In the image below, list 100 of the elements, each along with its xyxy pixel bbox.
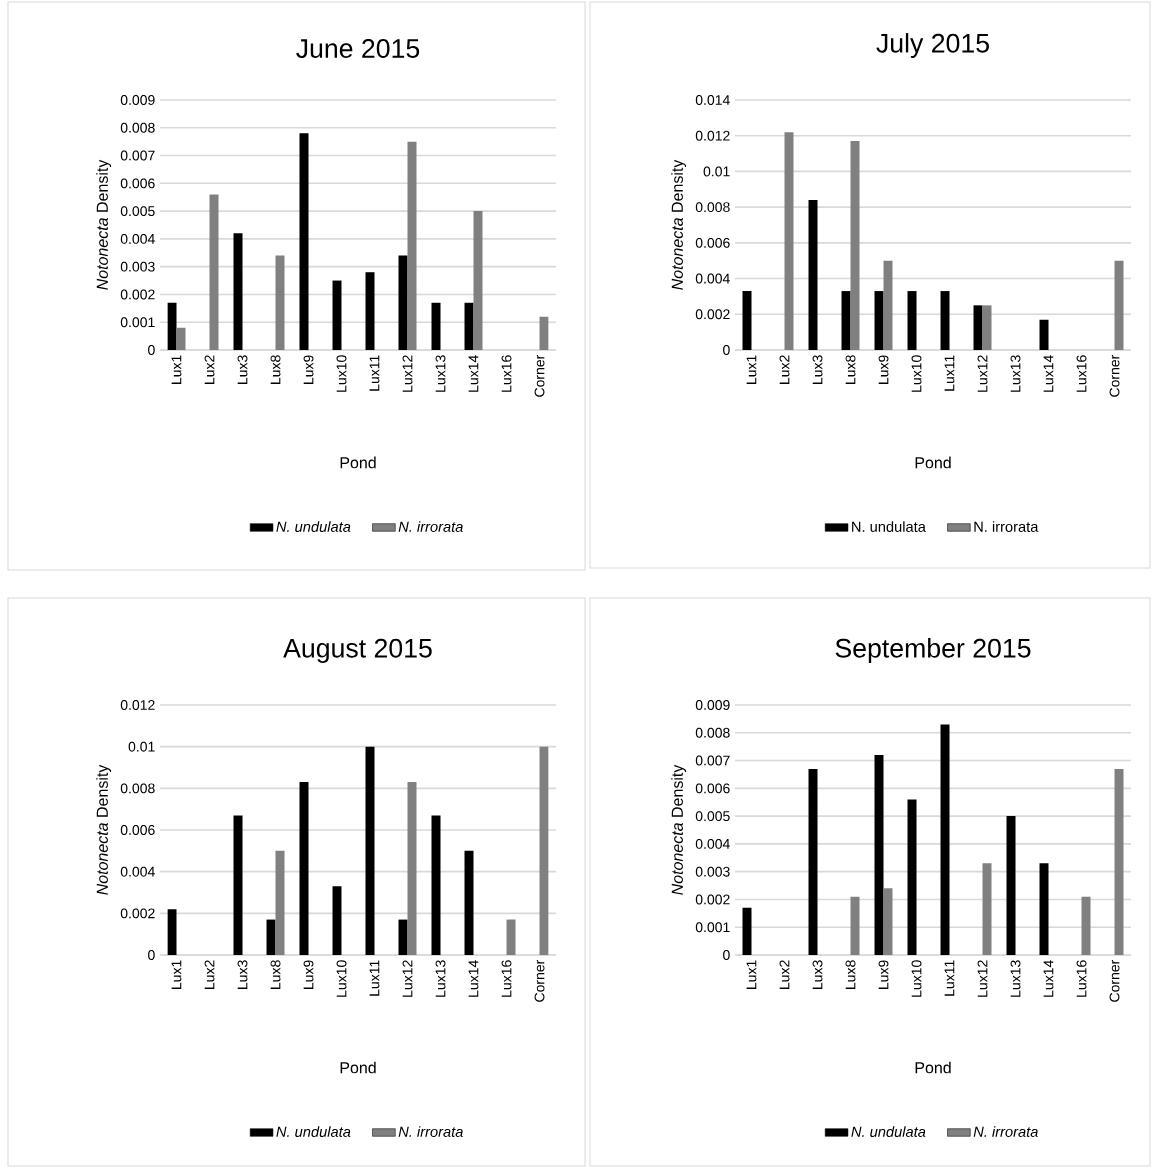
x-tick-label: Lux10 — [911, 960, 922, 997]
x-tick-label: Lux14 — [468, 960, 479, 997]
x-tick-label: Lux2 — [204, 960, 215, 989]
y-tick-label: 0.008 — [120, 122, 155, 133]
bar — [464, 850, 474, 955]
y-tick-label: 0 — [723, 950, 730, 960]
x-tick-label: Lux11 — [944, 960, 955, 996]
x-tick-label: Lux13 — [1010, 355, 1021, 392]
bar — [299, 782, 309, 955]
x-tick-label: Lux1 — [746, 355, 757, 384]
y-tick-label: 0.001 — [120, 317, 155, 328]
legend-label: N. undulata — [276, 521, 351, 532]
x-tick-label: Lux14 — [468, 355, 479, 392]
y-tick-label: 0.01 — [128, 741, 155, 752]
y-tick-label: 0.002 — [695, 894, 730, 905]
bar — [275, 850, 285, 955]
x-tick-label: Lux13 — [435, 960, 446, 997]
y-tick-label: 0.004 — [695, 838, 730, 849]
bar — [233, 815, 243, 955]
y-axis-title: Notonecta Density — [96, 159, 112, 290]
y-tick-label: 0.008 — [695, 727, 730, 738]
bar — [431, 815, 441, 955]
x-tick-label: Lux2 — [204, 355, 215, 384]
y-tick-label: 0.007 — [120, 150, 155, 161]
bar — [398, 255, 408, 350]
legend-label: N. irrorata — [398, 521, 463, 532]
bar — [841, 291, 851, 350]
bar — [233, 233, 243, 350]
legend-label: N. undulata — [276, 1126, 351, 1137]
x-tick-label: Lux12 — [977, 960, 988, 997]
bar — [407, 782, 417, 955]
x-tick-label: Lux9 — [878, 960, 889, 989]
x-tick-label: Lux12 — [977, 355, 988, 392]
bar — [850, 896, 860, 955]
y-tick-label: 0 — [723, 345, 730, 355]
bar — [808, 768, 818, 955]
x-tick-label: Lux8 — [845, 960, 856, 989]
bar — [398, 919, 408, 955]
legend-label: N. undulata — [851, 1126, 926, 1137]
bar — [332, 886, 342, 955]
x-tick-label: Corner — [1109, 354, 1120, 397]
y-tick-label: 0.012 — [120, 700, 155, 710]
bar — [464, 302, 474, 350]
legend-label: N. irrorata — [398, 1126, 463, 1137]
x-tick-label: Lux16 — [501, 960, 512, 997]
bar — [973, 305, 983, 350]
x-tick-label: Lux9 — [878, 355, 889, 384]
y-tick-label: 0.005 — [120, 206, 155, 217]
bar — [874, 755, 884, 955]
bar — [1006, 816, 1016, 955]
x-tick-label: Lux3 — [812, 960, 823, 989]
y-tick-label: 0.004 — [695, 273, 730, 284]
bar — [784, 132, 794, 350]
x-tick-label: Lux8 — [270, 960, 281, 989]
bar — [275, 255, 285, 350]
y-tick-label: 0.009 — [120, 95, 155, 105]
x-tick-label: Lux14 — [1043, 355, 1054, 392]
bar — [167, 909, 177, 955]
y-tick-label: 0.007 — [695, 755, 730, 766]
y-tick-label: 0.01 — [703, 166, 730, 177]
y-tick-label: 0.012 — [695, 130, 730, 141]
bar — [742, 907, 752, 955]
x-tick-label: Lux12 — [402, 355, 413, 392]
y-tick-label: 0.006 — [695, 783, 730, 794]
y-tick-label: 0.002 — [120, 908, 155, 919]
y-tick-label: 0.008 — [120, 783, 155, 794]
bar — [365, 746, 375, 955]
y-axis-title: Notonecta Density — [671, 764, 687, 895]
x-tick-label: Lux10 — [911, 355, 922, 392]
x-tick-label: Lux9 — [303, 960, 314, 989]
x-tick-label: Lux16 — [1076, 960, 1087, 997]
y-tick-label: 0.006 — [120, 178, 155, 189]
bar — [883, 260, 893, 350]
x-axis-title: Pond — [915, 456, 951, 469]
bar — [982, 863, 992, 955]
bar — [808, 199, 818, 350]
x-tick-label: Lux8 — [845, 355, 856, 384]
bar — [1081, 896, 1091, 955]
x-tick-label: Lux14 — [1043, 960, 1054, 997]
bar — [883, 888, 893, 955]
x-tick-label: Lux3 — [812, 355, 823, 384]
chart-title: June 2015 — [296, 39, 420, 58]
y-tick-label: 0.003 — [120, 261, 155, 272]
x-tick-label: Lux10 — [336, 960, 347, 997]
bar — [907, 291, 917, 350]
bar — [1114, 260, 1124, 350]
x-tick-label: Lux8 — [270, 355, 281, 384]
bar — [907, 799, 917, 955]
y-tick-label: 0.014 — [695, 95, 730, 105]
x-tick-label: Lux3 — [237, 355, 248, 384]
bar — [1114, 768, 1124, 955]
bar — [982, 305, 992, 350]
y-tick-label: 0.004 — [120, 866, 155, 877]
y-axis-title: Notonecta Density — [671, 159, 687, 290]
x-tick-label: Lux11 — [944, 355, 955, 391]
y-tick-label: 0.001 — [695, 922, 730, 933]
bar — [940, 291, 950, 350]
x-tick-label: Lux2 — [779, 960, 790, 989]
x-tick-label: Lux11 — [369, 960, 380, 996]
bar — [299, 133, 309, 350]
